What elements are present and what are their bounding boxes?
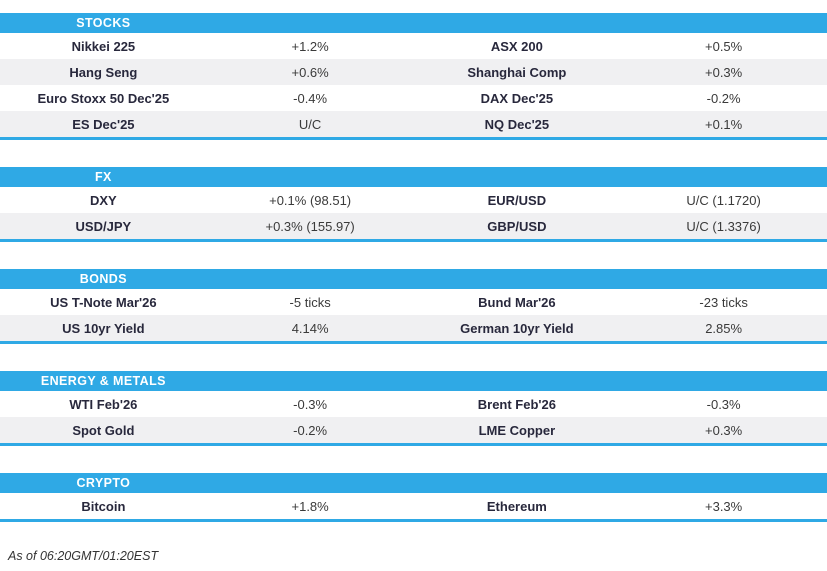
instrument-label: WTI Feb'26 — [69, 396, 138, 412]
table-row: WTI Feb'26 -0.3% Brent Feb'26 -0.3% — [0, 391, 827, 417]
table-row: Euro Stoxx 50 Dec'25 -0.4% DAX Dec'25 -0… — [0, 85, 827, 111]
instrument-label: NQ Dec'25 — [484, 116, 550, 132]
instrument-label: DAX Dec'25 — [480, 90, 554, 106]
instrument-change: +1.2% — [291, 38, 329, 54]
instrument-change: -0.3% — [293, 396, 328, 412]
instrument-change: +0.1% — [705, 116, 743, 132]
instrument-label: LME Copper — [478, 422, 556, 438]
section-header: ENERGY & METALS — [0, 371, 827, 391]
instrument-label: Ethereum — [486, 498, 547, 514]
table-row: Nikkei 225 +1.2% ASX 200 +0.5% — [0, 33, 827, 59]
instrument-label: US 10yr Yield — [62, 320, 145, 336]
instrument-change: +0.3% (155.97) — [265, 218, 355, 234]
instrument-change: +3.3% — [705, 498, 743, 514]
section-stocks: STOCKS Nikkei 225 +1.2% ASX 200 +0.5% Ha… — [0, 13, 827, 140]
instrument-change: -0.3% — [706, 396, 741, 412]
timestamp-note: As of 06:20GMT/01:20EST — [8, 549, 159, 563]
instrument-label: GBP/USD — [487, 218, 547, 234]
section-bonds: BONDS US T-Note Mar'26 -5 ticks Bund Mar… — [0, 269, 827, 344]
instrument-change: -23 ticks — [699, 294, 748, 310]
instrument-change: +0.1% (98.51) — [269, 192, 352, 208]
section-title: FX — [94, 170, 112, 184]
instrument-label: US T-Note Mar'26 — [50, 294, 157, 310]
instrument-label: ASX 200 — [490, 38, 543, 54]
section-header: CRYPTO — [0, 473, 827, 493]
instrument-change: U/C (1.3376) — [686, 218, 761, 234]
section-title: STOCKS — [76, 16, 131, 30]
table-row: Bitcoin +1.8% Ethereum +3.3% — [0, 493, 827, 519]
instrument-label: Bund Mar'26 — [478, 294, 556, 310]
instrument-label: Shanghai Comp — [467, 64, 567, 80]
instrument-label: Bitcoin — [81, 498, 126, 514]
section-energy-metals: ENERGY & METALS WTI Feb'26 -0.3% Brent F… — [0, 371, 827, 446]
section-crypto: CRYPTO Bitcoin +1.8% Ethereum +3.3% — [0, 473, 827, 522]
instrument-change: +0.3% — [705, 64, 743, 80]
instrument-change: +0.3% — [705, 422, 743, 438]
instrument-change: U/C — [298, 116, 322, 132]
instrument-label: DXY — [90, 192, 117, 208]
instrument-label: Brent Feb'26 — [477, 396, 556, 412]
instrument-label: Hang Seng — [69, 64, 138, 80]
instrument-change: +0.5% — [705, 38, 743, 54]
table-row: Hang Seng +0.6% Shanghai Comp +0.3% — [0, 59, 827, 85]
section-title: BONDS — [79, 272, 127, 286]
instrument-change: -0.4% — [293, 90, 328, 106]
instrument-change: +1.8% — [291, 498, 329, 514]
instrument-change: 4.14% — [291, 320, 329, 336]
instrument-label: German 10yr Yield — [460, 320, 574, 336]
instrument-label: ES Dec'25 — [72, 116, 135, 132]
instrument-label: Nikkei 225 — [71, 38, 136, 54]
table-row: DXY +0.1% (98.51) EUR/USD U/C (1.1720) — [0, 187, 827, 213]
instrument-change: +0.6% — [291, 64, 329, 80]
instrument-change: -0.2% — [706, 90, 741, 106]
section-header: FX — [0, 167, 827, 187]
table-row: US T-Note Mar'26 -5 ticks Bund Mar'26 -2… — [0, 289, 827, 315]
section-title: ENERGY & METALS — [40, 374, 166, 388]
instrument-label: Euro Stoxx 50 Dec'25 — [37, 90, 170, 106]
section-header: BONDS — [0, 269, 827, 289]
table-row: US 10yr Yield 4.14% German 10yr Yield 2.… — [0, 315, 827, 341]
instrument-change: 2.85% — [705, 320, 743, 336]
instrument-change: -0.2% — [293, 422, 328, 438]
instrument-change: -5 ticks — [289, 294, 331, 310]
instrument-label: Spot Gold — [72, 422, 135, 438]
section-header: STOCKS — [0, 13, 827, 33]
table-row: Spot Gold -0.2% LME Copper +0.3% — [0, 417, 827, 443]
section-title: CRYPTO — [76, 476, 131, 490]
table-row: USD/JPY +0.3% (155.97) GBP/USD U/C (1.33… — [0, 213, 827, 239]
instrument-label: USD/JPY — [75, 218, 132, 234]
table-row: ES Dec'25 U/C NQ Dec'25 +0.1% — [0, 111, 827, 137]
instrument-label: EUR/USD — [487, 192, 547, 208]
instrument-change: U/C (1.1720) — [686, 192, 761, 208]
section-fx: FX DXY +0.1% (98.51) EUR/USD U/C (1.1720… — [0, 167, 827, 242]
